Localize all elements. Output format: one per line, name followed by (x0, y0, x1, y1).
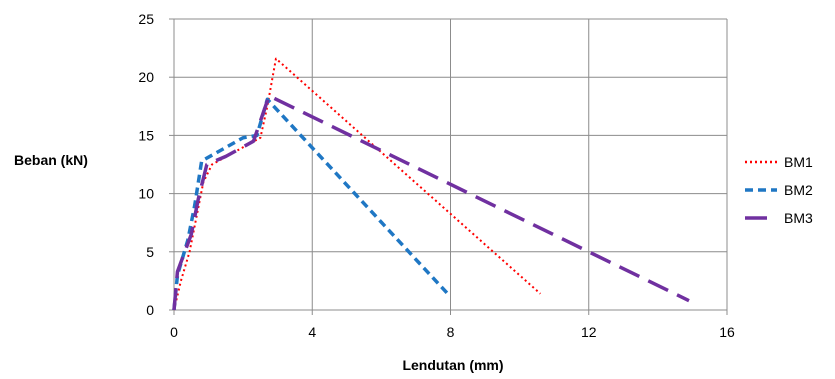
plot-frame (169, 19, 727, 315)
x-tick-label: 4 (308, 324, 316, 340)
legend-label-bm1: BM1 (784, 154, 813, 170)
series-line-bm1 (174, 59, 540, 310)
y-tick-label: 10 (138, 186, 154, 202)
y-tick-label: 5 (146, 244, 154, 260)
y-tick-label: 20 (138, 69, 154, 85)
x-tick-label: 16 (719, 324, 735, 340)
y-tick-label: 25 (138, 11, 154, 27)
legend: BM1 BM2 BM3 (745, 154, 813, 226)
x-tick-label: 12 (581, 324, 597, 340)
legend-label-bm2: BM2 (784, 182, 813, 198)
x-tick-label: 0 (170, 324, 178, 340)
series-group (174, 59, 689, 310)
y-axis-title: Beban (kN) (14, 152, 88, 168)
y-tick-label: 0 (146, 302, 154, 318)
x-axis-title: Lendutan (mm) (402, 357, 503, 373)
y-axis-ticks: 0 5 10 15 20 25 (138, 11, 154, 318)
grid (174, 19, 727, 310)
x-axis-ticks: 0 4 8 12 16 (170, 324, 735, 340)
x-tick-label: 8 (447, 324, 455, 340)
y-tick-label: 15 (138, 127, 154, 143)
legend-label-bm3: BM3 (784, 210, 813, 226)
series-line-bm2 (174, 99, 449, 310)
series-line-bm3 (174, 96, 689, 310)
